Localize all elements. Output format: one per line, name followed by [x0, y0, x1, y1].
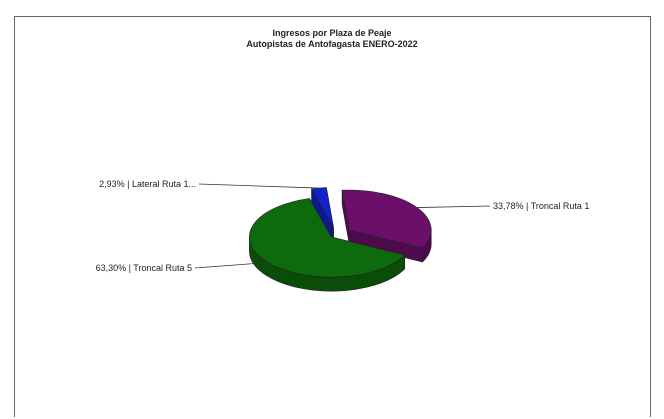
pie-slice [249, 198, 406, 278]
leader-line [194, 262, 269, 269]
labels-layer: 33,78% | Troncal Ruta 1 63,30% | Troncal … [96, 179, 590, 273]
leader-line [417, 205, 491, 208]
chart-frame [14, 16, 651, 417]
pie-slice [341, 189, 432, 249]
slice-label: 33,78% | Troncal Ruta 1 [493, 201, 589, 211]
slices-layer [249, 187, 432, 292]
chart-title: Ingresos por Plaza de Peaje [272, 28, 391, 38]
slice-label: 2,93% | Lateral Ruta 1... [99, 179, 196, 189]
slice-label: 63,30% | Troncal Ruta 5 [96, 263, 192, 273]
leader-line [198, 183, 319, 189]
chart-subtitle: Autopistas de Antofagasta ENERO-2022 [246, 39, 417, 49]
